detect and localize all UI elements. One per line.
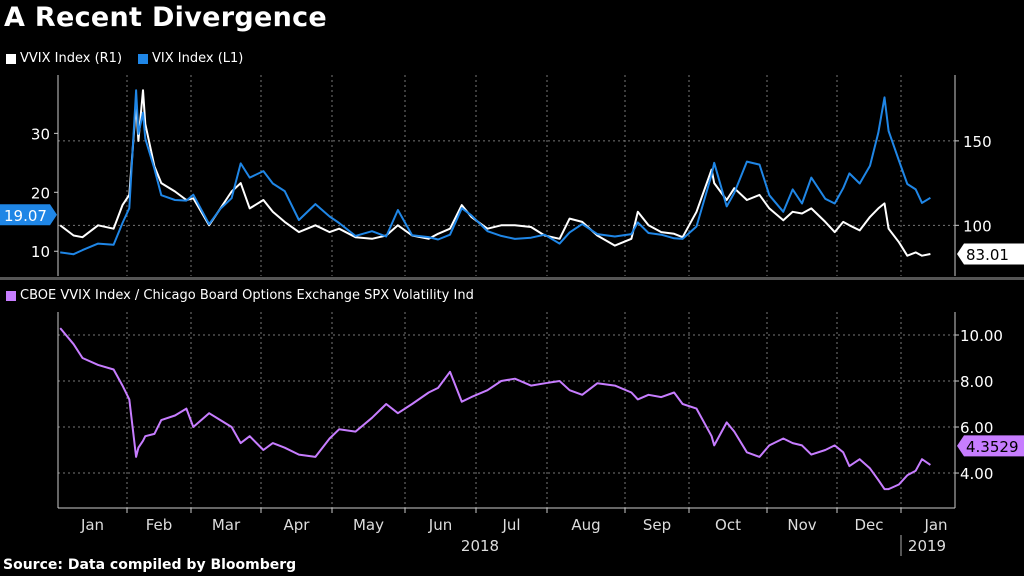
vvix-series-line (59, 89, 931, 257)
y-tick-label-left: 20 (31, 184, 50, 202)
x-tick-label-month: Sep (643, 516, 671, 534)
legend-label-ratio: CBOE VVIX Index / Chicago Board Options … (20, 288, 474, 303)
x-tick-label-month: Oct (715, 516, 741, 534)
y-tick-label-right: 150 (963, 133, 992, 151)
y-tick-label-bottom: 6.00 (960, 419, 993, 437)
y-tick-label-left: 10 (31, 243, 50, 261)
legend-top: VVIX Index (R1) VIX Index (L1) (6, 51, 243, 66)
legend-swatch-vix (138, 53, 149, 64)
x-tick-label-month: Dec (854, 516, 883, 534)
vix-last-value-label-box (0, 204, 57, 226)
legend-bottom: CBOE VVIX Index / Chicago Board Options … (6, 288, 474, 303)
chart-title: A Recent Divergence (4, 2, 328, 33)
ratio-last-value-label: 4.3529 (966, 438, 1019, 456)
x-tick-label-month: Mar (212, 516, 241, 534)
y-tick-label-bottom: 10.00 (960, 327, 1003, 345)
x-tick-label-month: Jan (923, 516, 947, 534)
panel-separator (0, 277, 1024, 280)
x-tick-label-month: Jun (428, 516, 452, 534)
legend-swatch-vvix (6, 53, 16, 64)
x-year-label: 2019 (908, 537, 946, 555)
x-tick-label-month: May (353, 516, 384, 534)
vix-last-value-label: 19.07 (4, 207, 47, 225)
ratio-series-line (59, 327, 931, 491)
vvix-last-value-label: 83.01 (966, 246, 1009, 264)
legend-label-vvix: VVIX Index (R1) (20, 51, 123, 66)
ratio-last-value-label-box (957, 435, 1024, 457)
x-tick-label-month: Jan (80, 516, 104, 534)
source-footer: Source: Data compiled by Bloomberg (3, 557, 297, 573)
legend-swatch-ratio (6, 290, 16, 301)
legend-label-vix: VIX Index (L1) (152, 51, 244, 66)
x-tick-label-month: Feb (146, 516, 173, 534)
x-year-label: 2018 (461, 537, 499, 555)
y-tick-label-bottom: 4.00 (960, 465, 993, 483)
x-tick-label-month: Aug (571, 516, 600, 534)
vvix-last-value-label-box (957, 243, 1024, 265)
y-tick-label-left: 30 (31, 125, 50, 143)
vix-series-line (60, 89, 931, 256)
x-tick-label-month: Nov (787, 516, 816, 534)
y-tick-label-right: 100 (963, 217, 992, 235)
x-tick-label-month: Apr (284, 516, 311, 534)
x-tick-label-month: Jul (501, 516, 520, 534)
y-tick-label-bottom: 8.00 (960, 373, 993, 391)
